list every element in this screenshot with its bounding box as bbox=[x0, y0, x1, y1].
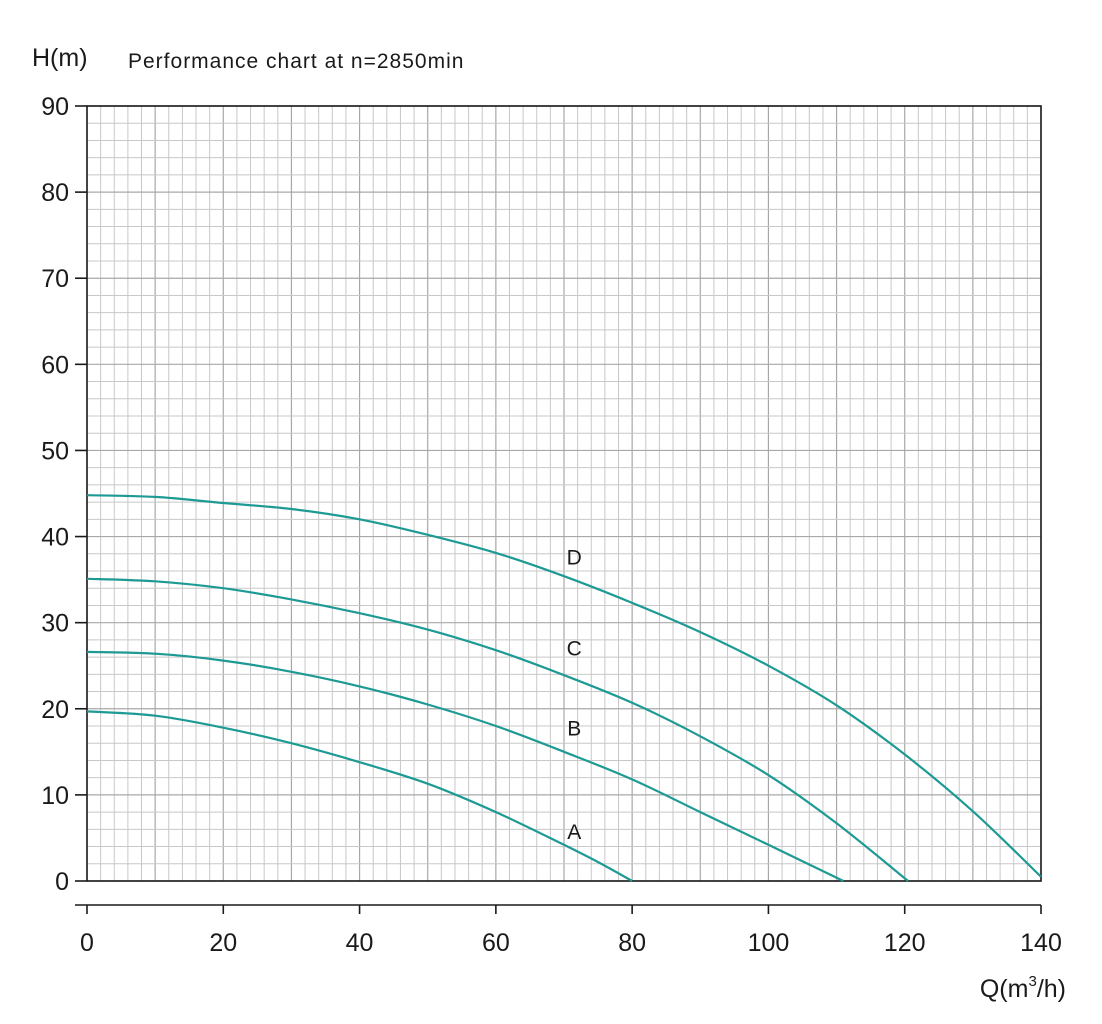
curve-B bbox=[86, 650, 844, 882]
x-axis-title-sup: 3 bbox=[1028, 973, 1036, 990]
curve-label-B: B bbox=[567, 718, 581, 741]
y-tick-label: 90 bbox=[41, 93, 69, 121]
curve-label-D: D bbox=[567, 546, 582, 569]
grid bbox=[86, 105, 1042, 882]
y-tick-label: 80 bbox=[41, 179, 69, 207]
curves: A B C D bbox=[86, 494, 1042, 882]
x-axis-ticks: 0 20 40 60 80 100 120 140 bbox=[80, 905, 1062, 957]
x-tick-label: 40 bbox=[346, 929, 374, 957]
y-axis-ticks: 0 10 20 30 40 50 60 70 80 90 bbox=[41, 93, 87, 896]
chart-title: Performance chart at n=2850min bbox=[128, 50, 464, 73]
y-tick-label: 60 bbox=[41, 351, 69, 379]
y-tick-label: 50 bbox=[41, 437, 69, 465]
y-tick-label: 70 bbox=[41, 265, 69, 293]
curve-A bbox=[86, 710, 633, 882]
y-tick-label: 10 bbox=[41, 782, 69, 810]
x-tick-label: 20 bbox=[209, 929, 237, 957]
curve-label-A: A bbox=[567, 821, 581, 844]
curve-label-C: C bbox=[567, 638, 582, 661]
x-tick-label: 120 bbox=[884, 929, 926, 957]
y-tick-label: 30 bbox=[41, 610, 69, 638]
x-axis-title-end: /h) bbox=[1037, 975, 1066, 1003]
y-tick-label: 40 bbox=[41, 524, 69, 552]
x-tick-label: 0 bbox=[80, 929, 94, 957]
curve-C bbox=[86, 577, 909, 882]
x-tick-label: 140 bbox=[1020, 929, 1062, 957]
x-axis-title-main: Q(m bbox=[980, 975, 1029, 1003]
x-tick-label: 80 bbox=[618, 929, 646, 957]
y-axis-title: H(m) bbox=[32, 44, 88, 72]
plot-frame bbox=[86, 105, 1042, 882]
y-tick-label: 0 bbox=[55, 868, 69, 896]
y-tick-label: 20 bbox=[41, 696, 69, 724]
x-tick-label: 100 bbox=[748, 929, 790, 957]
x-tick-label: 60 bbox=[482, 929, 510, 957]
x-axis-title: Q(m3/h) bbox=[980, 973, 1066, 1003]
curve-D bbox=[86, 494, 1042, 878]
